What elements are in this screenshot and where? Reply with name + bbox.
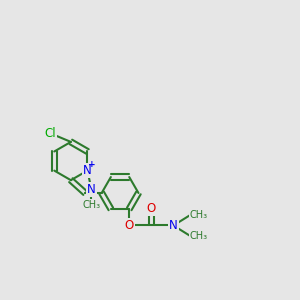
Text: CH₃: CH₃ — [82, 200, 100, 210]
Text: CH₃: CH₃ — [189, 231, 207, 241]
Text: N: N — [87, 183, 96, 196]
Text: O: O — [147, 202, 156, 215]
Text: N: N — [83, 164, 92, 177]
Text: O: O — [124, 219, 134, 232]
Text: Cl: Cl — [45, 127, 56, 140]
Text: +: + — [88, 160, 96, 169]
Text: N: N — [169, 219, 178, 232]
Text: CH₃: CH₃ — [189, 210, 207, 220]
